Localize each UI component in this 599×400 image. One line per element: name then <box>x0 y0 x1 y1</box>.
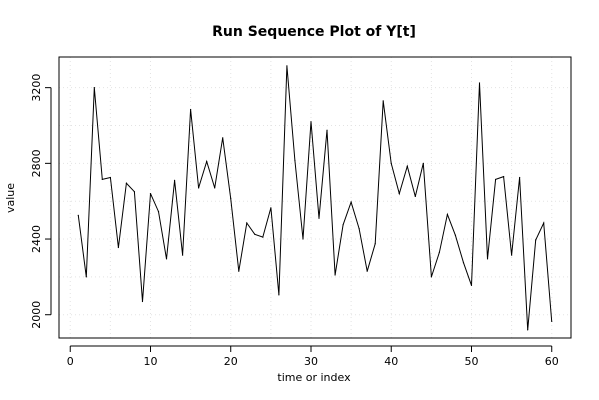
y-tick-label: 2400 <box>30 225 43 253</box>
data-point <box>398 193 400 195</box>
data-point <box>511 254 513 256</box>
data-point <box>141 300 144 303</box>
data-point <box>326 129 328 131</box>
data-point <box>181 254 184 256</box>
chart-title: Run Sequence Plot of Y[t] <box>212 24 416 40</box>
x-tick-label: 40 <box>384 355 398 368</box>
data-point <box>133 191 136 193</box>
data-point <box>230 197 232 199</box>
data-point <box>342 224 344 226</box>
x-tick-label: 50 <box>464 355 478 368</box>
x-tick-label: 20 <box>224 355 238 368</box>
x-tick-label: 10 <box>143 355 157 368</box>
data-point <box>190 108 192 111</box>
data-point <box>206 160 208 163</box>
data-point <box>117 246 119 249</box>
y-tick-label: 3200 <box>30 74 43 102</box>
data-point <box>527 329 529 331</box>
data-point <box>149 193 152 195</box>
data-point <box>454 234 457 236</box>
data-points <box>77 65 553 331</box>
data-point <box>430 276 432 278</box>
data-point <box>350 201 352 203</box>
data-point <box>278 294 280 296</box>
data-point <box>334 274 336 276</box>
data-point <box>406 165 408 167</box>
data-point <box>462 262 465 264</box>
data-point <box>551 320 553 322</box>
data-point <box>246 222 248 224</box>
x-axis-label: time or index <box>277 371 351 384</box>
x-tick-label: 0 <box>67 355 74 368</box>
data-point <box>109 176 111 179</box>
data-point <box>382 100 384 102</box>
x-tick-label: 30 <box>304 355 318 368</box>
y-axis-label: value <box>4 183 17 213</box>
data-point <box>543 222 545 224</box>
data-point <box>374 243 376 245</box>
data-point <box>254 233 256 235</box>
data-point <box>519 176 521 179</box>
data-point <box>198 187 200 189</box>
y-tick-label: 2000 <box>30 301 43 329</box>
x-tick-label: 60 <box>545 355 559 368</box>
data-point <box>446 213 449 216</box>
data-point <box>85 276 87 278</box>
data-point <box>438 251 440 253</box>
series-line <box>77 65 553 330</box>
data-point <box>101 178 103 181</box>
data-point <box>93 87 95 89</box>
data-point <box>157 210 160 213</box>
data-point <box>262 236 264 238</box>
data-point <box>165 258 168 260</box>
grid-lines <box>59 57 571 338</box>
y-tick-label: 2800 <box>30 149 43 177</box>
data-point <box>422 162 424 164</box>
data-point <box>294 159 296 162</box>
data-point <box>470 284 473 286</box>
data-point <box>125 182 128 184</box>
data-point <box>238 270 240 272</box>
data-point <box>390 162 392 164</box>
data-point <box>486 258 489 260</box>
data-point <box>214 187 216 189</box>
y-axis: 2000 2400 2800 3200 <box>30 74 52 329</box>
data-point <box>478 82 481 84</box>
data-point <box>494 178 497 181</box>
data-point <box>366 270 368 272</box>
data-point <box>173 179 176 181</box>
data-point <box>318 217 320 219</box>
data-point <box>535 239 537 241</box>
data-point <box>302 238 304 240</box>
data-point <box>270 207 272 209</box>
data-point <box>77 214 79 216</box>
data-point <box>286 65 288 67</box>
data-point <box>358 228 360 230</box>
data-point <box>310 121 312 123</box>
data-point <box>502 175 505 178</box>
data-point <box>414 195 416 198</box>
data-point <box>222 137 224 139</box>
x-axis: 0 10 20 30 40 50 60 <box>67 345 559 368</box>
plot-area-frame <box>58 56 572 339</box>
